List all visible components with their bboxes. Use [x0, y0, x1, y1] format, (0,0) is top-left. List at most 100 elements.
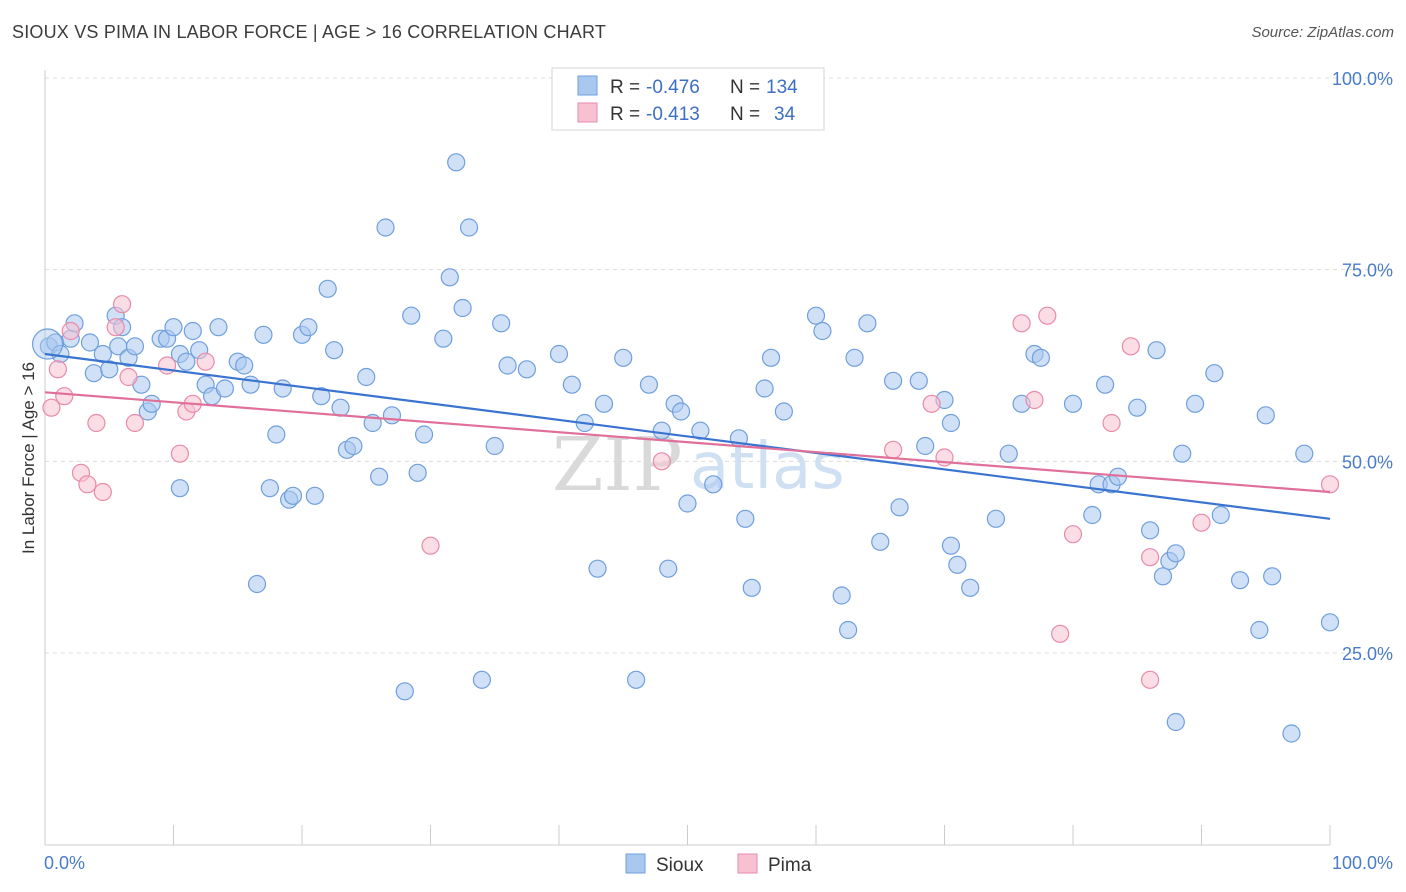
point-sioux	[1166, 712, 1185, 732]
point-sioux	[626, 670, 646, 689]
point-sioux	[331, 398, 350, 417]
legend-swatch-pima	[737, 853, 758, 874]
point-sioux	[215, 379, 234, 398]
point-pima	[1140, 670, 1160, 689]
point-sioux	[813, 321, 832, 341]
point-sioux	[125, 337, 145, 356]
point-sioux	[235, 356, 254, 375]
point-sioux	[305, 486, 324, 505]
point-pima	[1038, 306, 1057, 325]
point-pima	[119, 367, 138, 387]
point-sioux	[774, 402, 793, 421]
point-sioux	[447, 153, 466, 172]
point-sioux	[986, 509, 1006, 528]
point-sioux	[1173, 444, 1192, 463]
point-sioux	[402, 306, 421, 325]
point-sioux	[961, 578, 980, 597]
point-pima	[883, 440, 903, 459]
point-sioux	[177, 352, 196, 371]
point-sioux	[832, 586, 851, 605]
point-sioux	[1031, 348, 1050, 367]
point-sioux	[806, 306, 826, 325]
point-sioux	[1128, 398, 1147, 417]
stats-swatch-sioux	[577, 75, 598, 96]
stats-n-value-sioux: 134	[766, 77, 798, 98]
point-pima	[48, 360, 67, 379]
point-sioux	[588, 559, 607, 578]
point-sioux	[472, 670, 491, 689]
point-pima	[196, 352, 215, 371]
point-sioux	[1185, 394, 1205, 413]
data-points	[31, 153, 1340, 743]
legend-label-sioux: Sioux	[656, 855, 704, 876]
stats-n-label-sioux: N =	[730, 77, 760, 98]
point-sioux	[395, 682, 414, 701]
x-tick-label: 0.0%	[44, 853, 85, 873]
chart-title: SIOUX VS PIMA IN LABOR FORCE | AGE > 16 …	[12, 22, 607, 42]
point-pima	[170, 444, 190, 463]
point-pima	[1012, 314, 1031, 333]
point-sioux	[164, 318, 183, 337]
point-sioux	[594, 394, 614, 413]
point-sioux	[761, 348, 781, 367]
point-sioux	[845, 348, 864, 367]
point-pima	[1320, 475, 1340, 494]
point-sioux	[247, 574, 267, 594]
stats-n-label-pima: N =	[730, 104, 760, 125]
point-pima	[1192, 513, 1211, 532]
point-sioux	[492, 314, 511, 333]
stats-r-label-sioux: R =	[610, 77, 640, 98]
point-pima	[652, 452, 671, 471]
point-sioux	[1263, 567, 1282, 586]
point-sioux	[1153, 567, 1173, 586]
point-sioux	[84, 364, 103, 383]
point-sioux	[408, 463, 427, 482]
point-pima	[1051, 624, 1070, 643]
point-sioux	[1083, 505, 1102, 525]
point-sioux	[318, 279, 337, 298]
point-sioux	[414, 425, 434, 444]
point-sioux	[459, 218, 479, 237]
point-sioux	[325, 341, 344, 360]
point-sioux	[1211, 505, 1230, 525]
trend-line-pima	[44, 391, 1331, 494]
point-pima	[1140, 548, 1160, 567]
point-sioux	[283, 486, 303, 505]
point-sioux	[1320, 613, 1340, 632]
stats-n-value-pima: 34	[774, 104, 796, 125]
axes	[44, 70, 1331, 846]
point-sioux	[1166, 544, 1185, 563]
stats-r-value-pima: -0.413	[646, 104, 700, 125]
point-sioux	[1096, 375, 1115, 394]
y-tick-label: 25.0%	[1342, 644, 1393, 664]
point-pima	[78, 475, 97, 494]
point-sioux	[1295, 444, 1314, 463]
point-sioux	[498, 356, 517, 375]
point-sioux	[562, 375, 581, 394]
legend-label-pima: Pima	[768, 855, 812, 876]
trend-line-sioux	[44, 352, 1331, 520]
point-sioux	[941, 413, 961, 433]
point-sioux	[736, 509, 755, 528]
x-tick-label: 100.0%	[1332, 853, 1393, 873]
point-sioux	[357, 367, 376, 387]
point-sioux	[858, 314, 877, 333]
point-sioux	[376, 218, 395, 237]
point-sioux	[704, 475, 723, 494]
point-pima	[93, 482, 112, 502]
point-sioux	[267, 425, 286, 444]
point-sioux	[1140, 521, 1160, 540]
point-sioux	[1230, 571, 1250, 590]
point-sioux	[1256, 406, 1275, 425]
series-legend: Sioux Pima	[625, 853, 812, 876]
point-sioux	[755, 379, 774, 398]
point-pima	[42, 398, 61, 417]
point-sioux	[890, 498, 909, 517]
point-sioux	[639, 375, 659, 394]
point-pima	[106, 318, 125, 337]
point-sioux	[80, 333, 100, 352]
point-sioux	[659, 559, 678, 578]
point-sioux	[453, 298, 472, 318]
y-tick-label: 50.0%	[1342, 452, 1393, 472]
stats-r-label-pima: R =	[610, 104, 640, 125]
